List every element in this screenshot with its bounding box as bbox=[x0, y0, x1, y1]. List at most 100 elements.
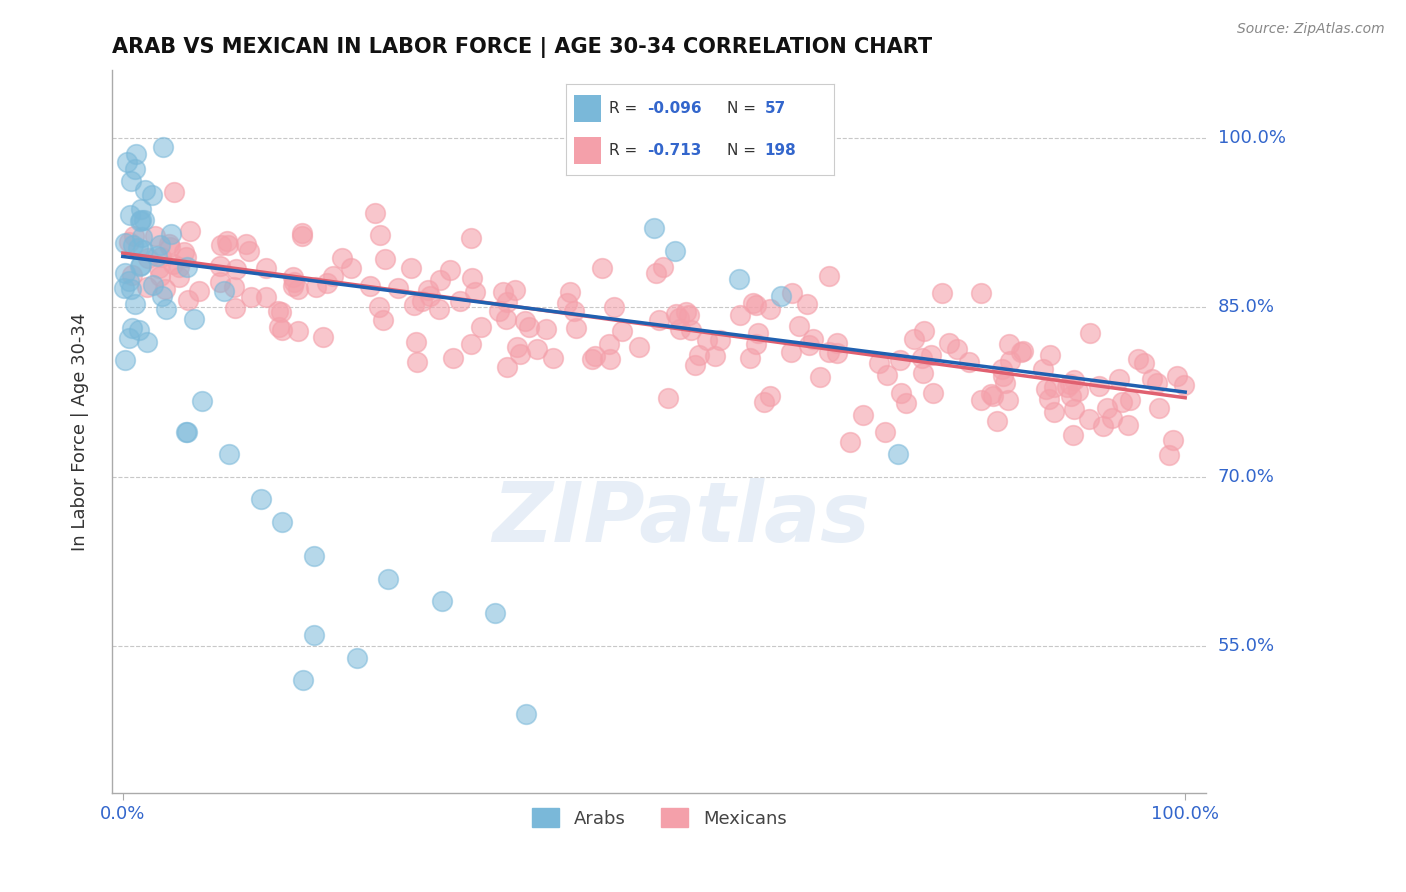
Point bbox=[114, 353, 136, 368]
Point bbox=[150, 288, 173, 302]
Point bbox=[728, 272, 751, 286]
Point bbox=[1161, 433, 1184, 447]
Point bbox=[460, 231, 482, 245]
Point bbox=[132, 244, 155, 258]
Point bbox=[401, 260, 423, 275]
Point bbox=[142, 277, 165, 292]
Point bbox=[495, 312, 517, 326]
Point bbox=[118, 208, 141, 222]
Text: 100.0%: 100.0% bbox=[1218, 128, 1285, 147]
Point bbox=[1173, 378, 1195, 392]
Point bbox=[1043, 405, 1066, 419]
Point bbox=[922, 385, 945, 400]
Point bbox=[1126, 351, 1149, 366]
Point bbox=[430, 594, 453, 608]
Point bbox=[492, 285, 515, 300]
Point bbox=[1119, 392, 1142, 407]
Point bbox=[404, 298, 426, 312]
Point bbox=[377, 572, 399, 586]
Point bbox=[1038, 392, 1060, 406]
Point bbox=[515, 707, 537, 722]
Point bbox=[159, 240, 181, 254]
Point bbox=[176, 425, 198, 439]
Point bbox=[1147, 401, 1170, 415]
Point bbox=[124, 297, 146, 311]
Point bbox=[418, 283, 440, 297]
Point bbox=[120, 282, 142, 296]
Point bbox=[738, 351, 761, 366]
Point bbox=[980, 387, 1002, 401]
Point bbox=[235, 237, 257, 252]
Point bbox=[304, 280, 326, 294]
Point bbox=[560, 285, 582, 300]
Point bbox=[183, 312, 205, 326]
Point bbox=[118, 331, 141, 345]
Point bbox=[803, 333, 825, 347]
Point bbox=[292, 673, 315, 688]
Point bbox=[368, 228, 391, 243]
Point bbox=[509, 347, 531, 361]
Point bbox=[696, 333, 718, 347]
Point bbox=[373, 313, 395, 327]
Point bbox=[981, 389, 1004, 403]
Point bbox=[464, 285, 486, 299]
Point bbox=[931, 286, 953, 301]
Point bbox=[808, 369, 831, 384]
Point bbox=[364, 206, 387, 220]
Point bbox=[759, 301, 782, 316]
Point bbox=[141, 188, 163, 202]
Point bbox=[174, 250, 197, 264]
Point bbox=[124, 147, 146, 161]
Point bbox=[283, 275, 305, 289]
Point bbox=[997, 393, 1019, 408]
Point bbox=[759, 389, 782, 403]
Point bbox=[890, 386, 912, 401]
Point bbox=[565, 320, 588, 334]
Point bbox=[176, 425, 198, 439]
Point bbox=[254, 290, 277, 304]
Point bbox=[359, 279, 381, 293]
Point bbox=[208, 259, 231, 273]
Point bbox=[115, 154, 138, 169]
Point bbox=[581, 352, 603, 367]
Point bbox=[496, 294, 519, 309]
Point bbox=[287, 282, 309, 296]
Point bbox=[118, 235, 141, 249]
Point bbox=[669, 322, 692, 336]
Point bbox=[128, 214, 150, 228]
Point bbox=[121, 268, 143, 282]
Point bbox=[143, 228, 166, 243]
Point bbox=[281, 279, 304, 293]
Point bbox=[146, 249, 169, 263]
Point bbox=[266, 304, 288, 318]
Point bbox=[994, 376, 1017, 390]
Point bbox=[825, 335, 848, 350]
Point bbox=[703, 349, 725, 363]
Point bbox=[128, 323, 150, 337]
Point bbox=[827, 346, 849, 360]
Point bbox=[460, 337, 482, 351]
Point bbox=[238, 244, 260, 258]
Point bbox=[461, 270, 484, 285]
Point bbox=[311, 330, 333, 344]
Point bbox=[787, 319, 810, 334]
Point bbox=[664, 244, 686, 258]
Point bbox=[959, 354, 981, 368]
Point bbox=[1032, 362, 1054, 376]
Point bbox=[148, 261, 170, 276]
Point bbox=[120, 174, 142, 188]
Point bbox=[287, 325, 309, 339]
Point bbox=[780, 286, 803, 301]
Point bbox=[998, 337, 1021, 351]
Point bbox=[912, 366, 935, 380]
Point bbox=[495, 359, 517, 374]
Point bbox=[517, 319, 540, 334]
Point bbox=[290, 227, 312, 241]
Point bbox=[1133, 356, 1156, 370]
Point bbox=[387, 281, 409, 295]
Point bbox=[136, 252, 159, 266]
Text: ARAB VS MEXICAN IN LABOR FORCE | AGE 30-34 CORRELATION CHART: ARAB VS MEXICAN IN LABOR FORCE | AGE 30-… bbox=[112, 37, 932, 58]
Point bbox=[946, 343, 969, 357]
Point bbox=[887, 447, 910, 461]
Point bbox=[1166, 369, 1188, 384]
